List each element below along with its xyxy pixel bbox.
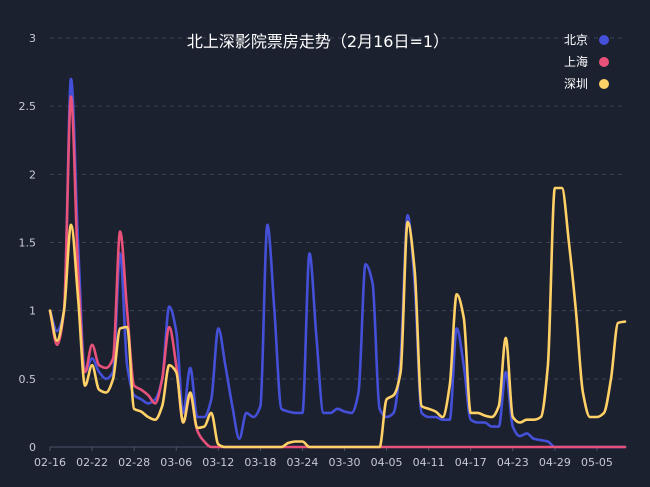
series-line-0: [48, 77, 627, 449]
y-tick-label: 1: [29, 305, 36, 318]
legend-label: 北京: [564, 33, 588, 47]
x-tick-label: 05-05: [581, 456, 613, 469]
x-tick-label: 02-28: [118, 456, 150, 469]
y-tick-label: 2.5: [19, 100, 37, 113]
legend-marker: [599, 35, 609, 45]
x-tick-label: 03-18: [244, 456, 276, 469]
y-tick-label: 1.5: [19, 237, 37, 250]
y-tick-label: 2: [29, 168, 36, 181]
x-tick-label: 02-22: [76, 456, 108, 469]
y-tick-label: 3: [29, 32, 36, 45]
y-tick-label: 0: [29, 441, 36, 454]
x-tick-label: 04-23: [497, 456, 529, 469]
legend-marker: [599, 57, 609, 67]
x-axis: 02-16 02-22 02-28 03-06 03-12 03-18 03-24 03-30…: [34, 446, 625, 469]
series-line-1: [48, 95, 627, 449]
x-tick-label: 03-06: [160, 456, 192, 469]
x-tick-label: 03-12: [202, 456, 234, 469]
grid-lines: [50, 37, 625, 380]
x-tick-label: 02-16: [34, 456, 66, 469]
y-tick-label: 0.5: [19, 373, 37, 386]
series-lines: [48, 77, 627, 449]
x-tick-label: 04-11: [413, 456, 445, 469]
legend-marker: [599, 79, 609, 89]
y-axis: 0 0.5 1 1.5 2 2.5 3: [19, 32, 37, 454]
x-tick-label: 03-30: [329, 456, 361, 469]
x-tick-label: 04-29: [539, 456, 571, 469]
x-tick-label: 04-05: [371, 456, 403, 469]
series-line-2: [48, 186, 627, 449]
legend-label: 上海: [564, 54, 588, 69]
chart-title: 北上深影院票房走势（2月16日=1）: [187, 32, 449, 51]
x-tick-label: 04-17: [455, 456, 487, 469]
x-tick-label: 03-24: [286, 456, 318, 469]
legend-label: 深圳: [564, 77, 588, 91]
